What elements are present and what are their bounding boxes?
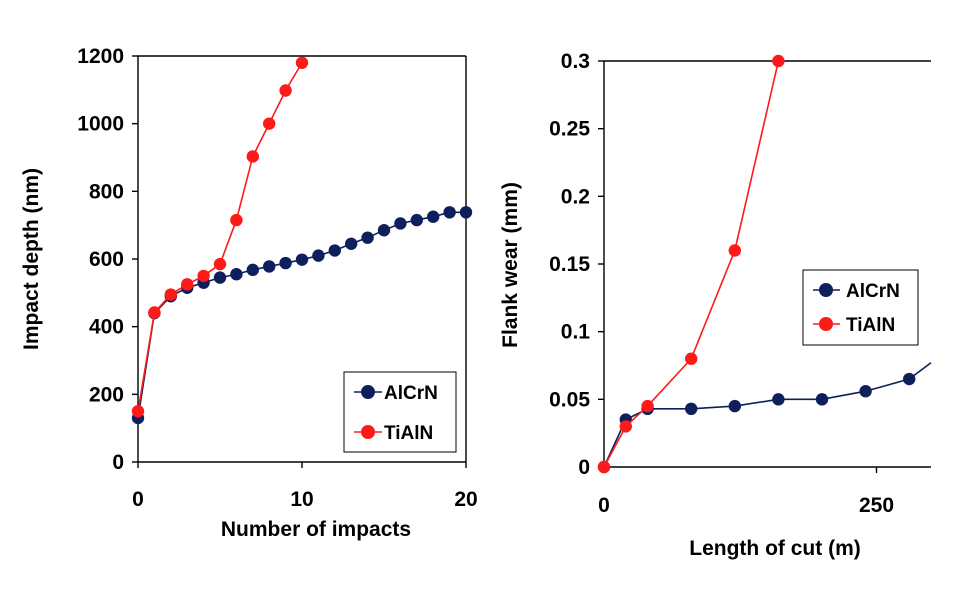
right-y-tick-label: 0.3 (561, 50, 590, 73)
left-series-alcrn-point (328, 244, 341, 257)
right-y-tick-label: 0.25 (549, 118, 590, 141)
left-series-tialn-point (263, 117, 276, 130)
left-series-alcrn-point (230, 268, 243, 281)
left-y-tick-label: 1200 (77, 45, 124, 68)
left-legend-tialn-label: TiAlN (384, 423, 433, 444)
left-y-tick-label: 800 (89, 180, 124, 203)
right-series-alcrn-point (685, 402, 698, 416)
right-series-tialn-line (603, 60, 780, 468)
right-x-axis-label: Length of cut (m) (689, 537, 860, 560)
right-series-tialn-point (728, 244, 741, 257)
left-series-tialn-point (148, 306, 161, 319)
right-series-alcrn-point (903, 372, 916, 386)
left-y-tick-label: 200 (89, 383, 124, 406)
left-series-alcrn-point (279, 256, 292, 270)
right-series-alcrn-point (815, 393, 829, 406)
right-series-tialn-point (641, 399, 654, 413)
left-series-alcrn-point (312, 249, 325, 262)
right-series-tialn-point (619, 420, 632, 433)
left-legend-alcrn-marker (361, 385, 375, 399)
left-y-tick-label: 400 (89, 316, 124, 339)
left-y-axis-label: Impact depth (nm) (20, 168, 43, 350)
right-y-tick-label: 0.1 (561, 321, 591, 344)
right-y-tick-label: 0.05 (549, 388, 590, 411)
left-series-alcrn-point (213, 271, 227, 284)
right-series-alcrn-point (859, 385, 872, 398)
left-series-alcrn-point (263, 260, 276, 273)
left-series-tialn-point (181, 278, 194, 291)
right-y-tick-label: 0 (578, 456, 590, 479)
left-series-tialn-point (295, 56, 309, 69)
right-legend-tialn-label: TiAlN (846, 315, 895, 336)
right-series-tialn-point (597, 460, 611, 474)
right-legend-box (802, 269, 919, 346)
left-series-alcrn-point (427, 210, 440, 223)
right-series-alcrn-point (728, 399, 741, 413)
left-series-tialn-line (137, 62, 303, 412)
chart-left: 0 200 400 600 800 1000 1200 0 10 20 Number of imp… (20, 45, 478, 541)
left-series-alcrn-point (361, 231, 374, 244)
left-y-tick-label: 1000 (77, 113, 124, 136)
right-x-tick-label: 0 (598, 494, 610, 517)
left-series-alcrn-point (410, 213, 423, 227)
left-series-tialn-point (230, 213, 243, 227)
left-series-alcrn-point (459, 206, 473, 219)
right-series-alcrn-line (603, 362, 932, 468)
right-series-tialn-point (685, 352, 698, 365)
left-series-tialn-point (131, 405, 145, 418)
left-x-tick-label: 20 (454, 488, 477, 511)
left-legend-tialn-marker (361, 425, 375, 439)
left-series-alcrn-point (246, 263, 259, 277)
left-series-alcrn-point (377, 224, 391, 237)
left-legend: AlCrN TiAlN (343, 371, 457, 453)
left-x-tick-label: 10 (290, 488, 313, 511)
right-y-tick-label: 0.2 (561, 185, 590, 208)
right-legend-alcrn-label: AlCrN (846, 281, 900, 302)
left-x-axis-label: Number of impacts (221, 518, 411, 541)
right-series-alcrn-point (772, 393, 785, 406)
left-y-tick-label: 600 (89, 248, 124, 271)
left-series-tialn-point (279, 84, 292, 97)
right-x-tick-label: 250 (859, 494, 894, 517)
right-legend-tialn-marker (819, 317, 833, 331)
right-y-axis-label: Flank wear (mm) (499, 182, 522, 348)
left-series-tialn-point (213, 257, 227, 271)
right-y-tick-label: 0.15 (549, 253, 590, 276)
left-series-tialn-point (246, 150, 259, 163)
right-legend: AlCrN TiAlN (802, 269, 919, 346)
right-legend-alcrn-marker (819, 283, 833, 297)
left-series-tialn-point (164, 288, 177, 301)
right-series-tialn-point (772, 54, 785, 68)
left-series-alcrn-point (443, 206, 456, 219)
chart-right: 0 0.05 0.1 0.15 0.2 0.25 0.3 0 250 Length of cut… (499, 50, 932, 560)
left-x-tick-label: 0 (132, 488, 144, 511)
left-legend-box (343, 371, 457, 453)
left-legend-alcrn-label: AlCrN (384, 383, 438, 404)
left-series-alcrn-point (345, 237, 358, 250)
left-series-alcrn-point (394, 217, 407, 230)
left-y-tick-label: 0 (112, 451, 124, 474)
left-series-alcrn-point (295, 253, 309, 266)
left-series-tialn-point (197, 269, 210, 283)
